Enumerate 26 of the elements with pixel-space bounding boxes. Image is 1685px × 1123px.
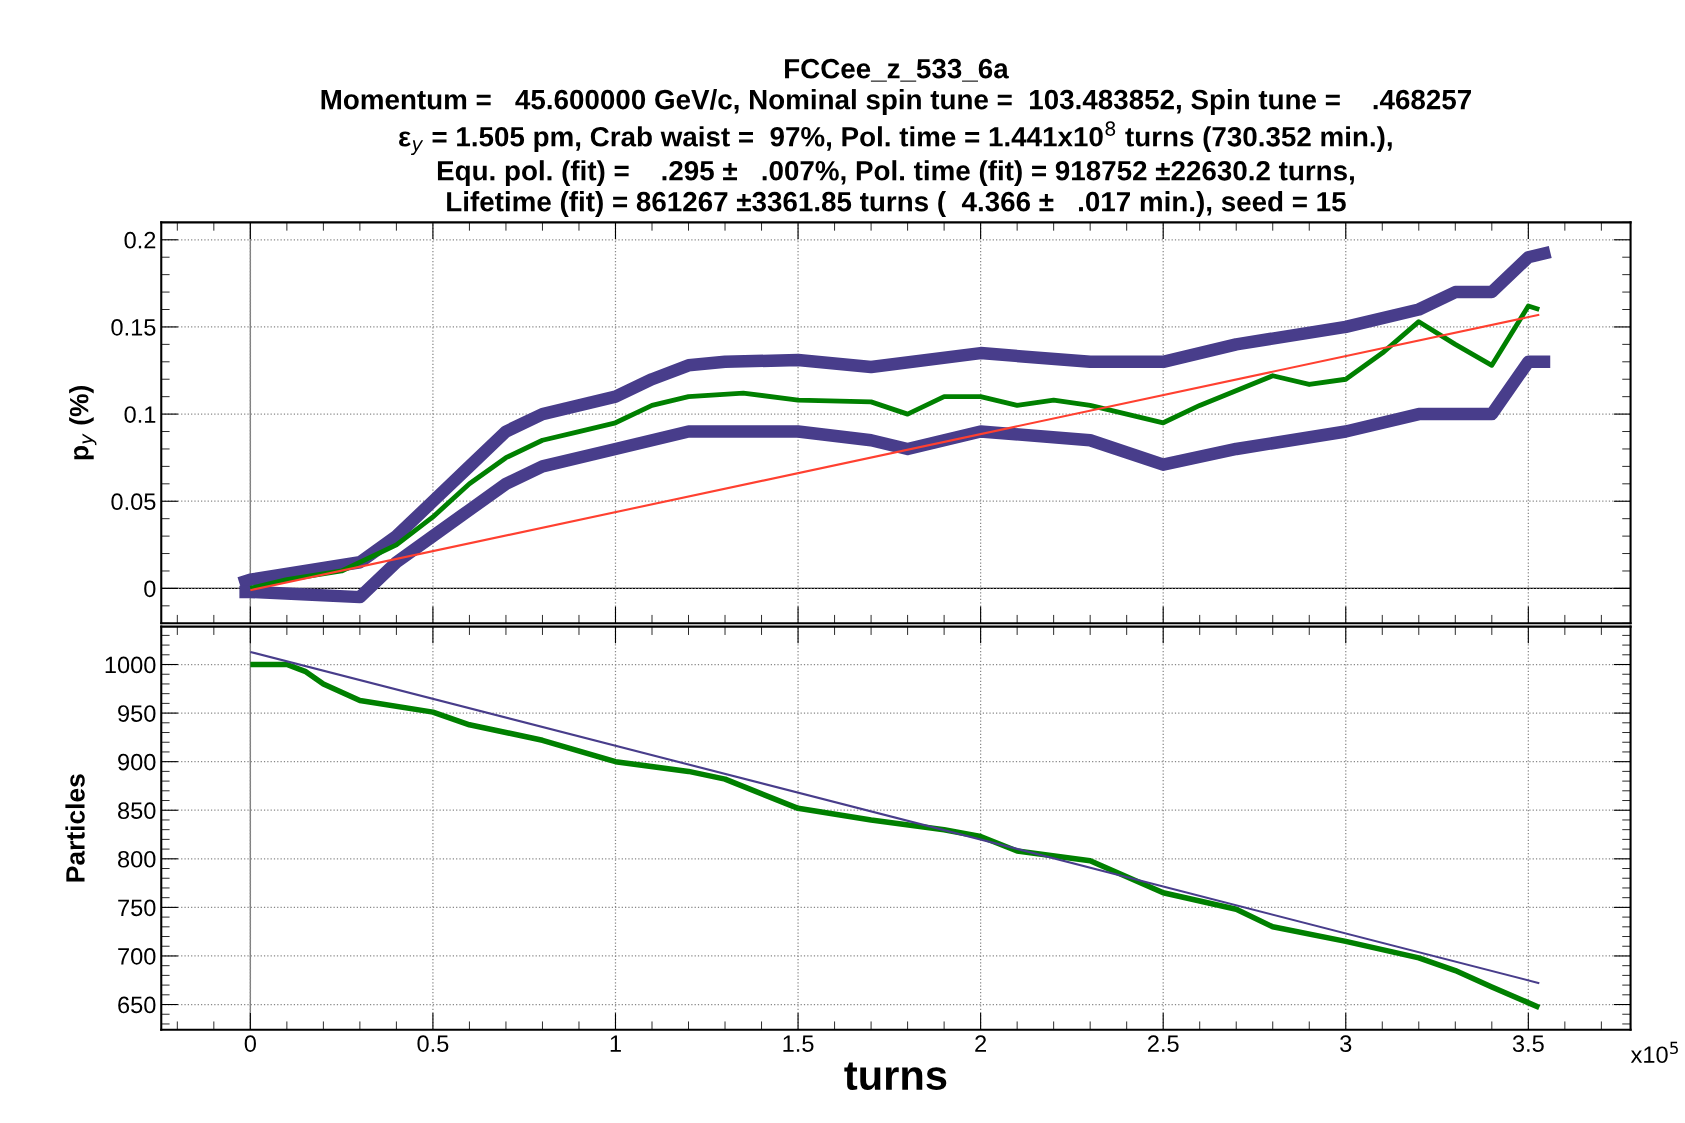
x-axis-title: turns xyxy=(844,1062,947,1091)
y-axis-title: Particles xyxy=(65,774,85,882)
y-tick-label: 950 xyxy=(118,705,156,722)
y-tick-label: 0.2 xyxy=(124,231,156,249)
x-tick-label: 1.5 xyxy=(783,1035,814,1052)
y-axis-title: p$_{y}$ (%) xyxy=(69,385,97,460)
y-tick-label: 650 xyxy=(118,996,156,1014)
y-tick-label: 850 xyxy=(118,802,156,820)
y-tick-label: 900 xyxy=(118,753,156,771)
x-tick-label: 2.5 xyxy=(1147,1035,1179,1052)
chart-title: FCCee_z_533_6a Momentum = 45.600000 GeV/c, Nominal spin tune = 103.483852, Spin tune = .468257 ε$_{y}$ = 1.505 pm, Crab waist = 97%, Pol. time = 1.441x10$^{8}$ turns (730.352 min.), Equ. pol. (fit) = .295 ± .007%, Pol. time (fit) = 918752 ±22630.2 turns, Lifetime (fit) = 861267 ±3361.85 turns ( 4.366 ± .017 min.), seed = 15 xyxy=(321,58,1471,218)
text: x10$^{5}$ xyxy=(1630,1041,1678,1064)
y-tick-label: 0.05 xyxy=(111,493,156,511)
y-tick-label: 700 xyxy=(118,948,156,965)
y-tick-label: 750 xyxy=(118,899,156,917)
y-tick-label: 0 xyxy=(144,580,156,598)
x-tick-label: 0 xyxy=(244,1035,256,1052)
y-tick-label: 0.15 xyxy=(111,319,156,336)
x-tick-label: 3 xyxy=(1340,1035,1352,1052)
x-tick-label: 0.5 xyxy=(417,1035,449,1052)
y-tick-label: 800 xyxy=(118,850,156,868)
x-tick-label: 1 xyxy=(610,1035,621,1052)
x-tick-label: 2 xyxy=(975,1035,987,1052)
y-tick-label: 1000 xyxy=(105,656,156,674)
y-tick-label: 0.1 xyxy=(124,406,156,423)
x-tick-label: 3.5 xyxy=(1512,1035,1544,1052)
